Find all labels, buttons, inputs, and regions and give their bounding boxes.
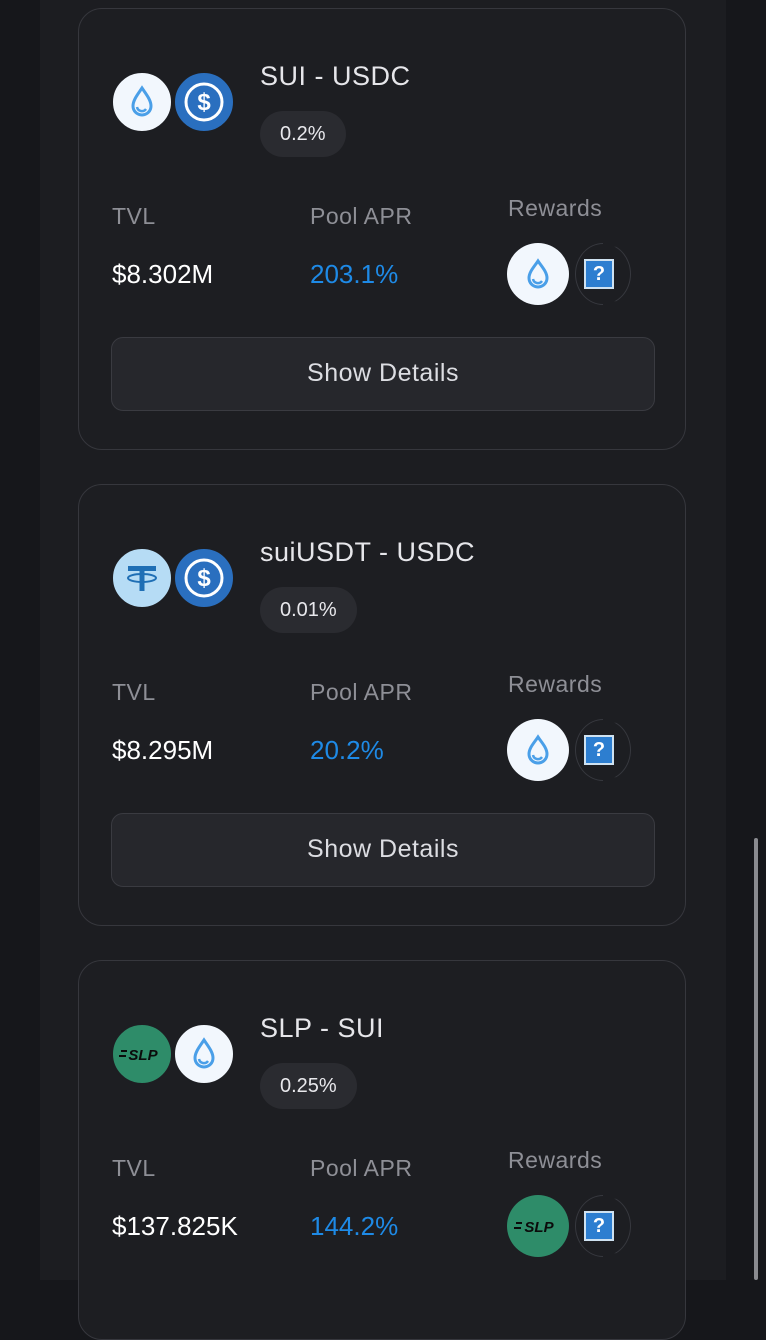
tvl-label: TVL: [112, 203, 156, 229]
pool-apr-label: Pool APR: [310, 679, 413, 705]
pair-token-icons: SLP: [111, 1023, 241, 1089]
rewards-label: Rewards: [508, 1147, 603, 1173]
tvl-label: TVL: [112, 679, 156, 705]
show-details-button[interactable]: Show Details: [111, 337, 655, 411]
unknown-token-icon: ?: [584, 735, 614, 765]
tvl-value: $137.825K: [112, 1211, 238, 1241]
reward-unknown-icon-ring: [575, 719, 631, 781]
pool-pair-name: suiUSDT - USDC: [260, 537, 476, 567]
reward-sui-icon: [507, 243, 569, 305]
reward-unknown-icon-ring: [575, 243, 631, 305]
unknown-token-icon: ?: [584, 259, 614, 289]
pool-card-suiusdt-usdc: $ suiUSDT - USDC 0.01% TVL Pool APR Rewa…: [78, 484, 686, 926]
rewards-label: Rewards: [508, 195, 603, 221]
slp-icon-text: SLP: [128, 1047, 158, 1064]
pool-apr-value: 20.2%: [310, 735, 384, 765]
fee-tier-badge: 0.2%: [260, 111, 346, 157]
show-details-button[interactable]: Show Details: [111, 813, 655, 887]
pool-pair-name: SLP - SUI: [260, 1013, 385, 1043]
tvl-value: $8.295M: [112, 735, 214, 765]
pool-apr-value: 144.2%: [310, 1211, 399, 1241]
slp-icon-text: SLP: [524, 1219, 554, 1236]
scrollbar[interactable]: [754, 838, 758, 1280]
svg-text:$: $: [197, 89, 211, 116]
pool-pair-name: SUI - USDC: [260, 61, 411, 91]
pair-token-icons: $: [111, 547, 241, 613]
reward-unknown-icon-ring: [575, 1195, 631, 1257]
sui-icon: [173, 1023, 235, 1085]
fee-tier-badge: 0.01%: [260, 587, 357, 633]
rewards-label: Rewards: [508, 671, 603, 697]
usdt-icon: [111, 547, 173, 609]
slp-icon: SLP: [111, 1023, 173, 1085]
reward-sui-icon: [507, 719, 569, 781]
reward-slp-icon: SLP: [507, 1195, 569, 1257]
usdc-icon: $: [173, 71, 235, 133]
pool-card-slp-sui: SLP SLP - SUI 0.25% TVL Pool APR Rewards…: [78, 960, 686, 1340]
pool-apr-label: Pool APR: [310, 1155, 413, 1181]
pool-apr-label: Pool APR: [310, 203, 413, 229]
pool-apr-value: 203.1%: [310, 259, 399, 289]
usdc-icon: $: [173, 547, 235, 609]
fee-tier-badge: 0.25%: [260, 1063, 357, 1109]
pair-token-icons: $: [111, 71, 241, 137]
pool-card-sui-usdc: $ SUI - USDC 0.2% TVL Pool APR Rewards $…: [78, 8, 686, 450]
svg-text:$: $: [197, 565, 211, 592]
sui-icon: [111, 71, 173, 133]
tvl-label: TVL: [112, 1155, 156, 1181]
unknown-token-icon: ?: [584, 1211, 614, 1241]
tvl-value: $8.302M: [112, 259, 214, 289]
